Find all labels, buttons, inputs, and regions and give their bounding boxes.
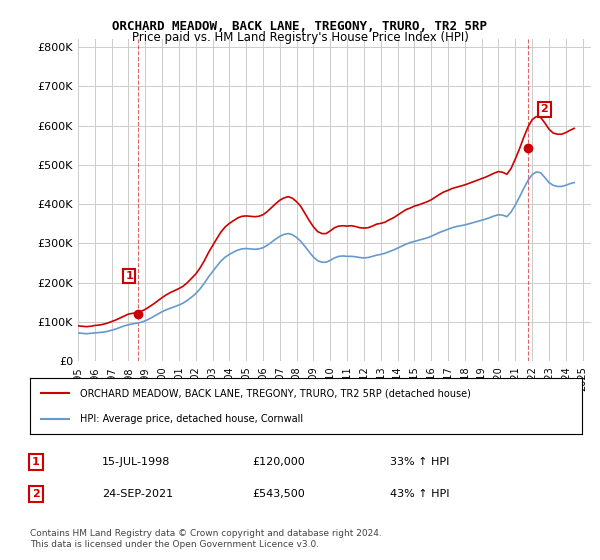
Text: Price paid vs. HM Land Registry's House Price Index (HPI): Price paid vs. HM Land Registry's House … (131, 31, 469, 44)
Text: £543,500: £543,500 (252, 489, 305, 499)
Text: 2: 2 (32, 489, 40, 499)
Text: ORCHARD MEADOW, BACK LANE, TREGONY, TRURO, TR2 5RP: ORCHARD MEADOW, BACK LANE, TREGONY, TRUR… (113, 20, 487, 32)
Text: 43% ↑ HPI: 43% ↑ HPI (390, 489, 449, 499)
Text: 33% ↑ HPI: 33% ↑ HPI (390, 457, 449, 467)
Text: 15-JUL-1998: 15-JUL-1998 (102, 457, 170, 467)
Text: Contains HM Land Registry data © Crown copyright and database right 2024.
This d: Contains HM Land Registry data © Crown c… (30, 529, 382, 549)
Text: HPI: Average price, detached house, Cornwall: HPI: Average price, detached house, Corn… (80, 414, 303, 424)
Text: 1: 1 (32, 457, 40, 467)
Text: ORCHARD MEADOW, BACK LANE, TREGONY, TRURO, TR2 5RP (detached house): ORCHARD MEADOW, BACK LANE, TREGONY, TRUR… (80, 388, 470, 398)
Text: 24-SEP-2021: 24-SEP-2021 (102, 489, 173, 499)
Text: 2: 2 (541, 104, 548, 114)
Text: £120,000: £120,000 (252, 457, 305, 467)
Text: 1: 1 (125, 270, 133, 281)
